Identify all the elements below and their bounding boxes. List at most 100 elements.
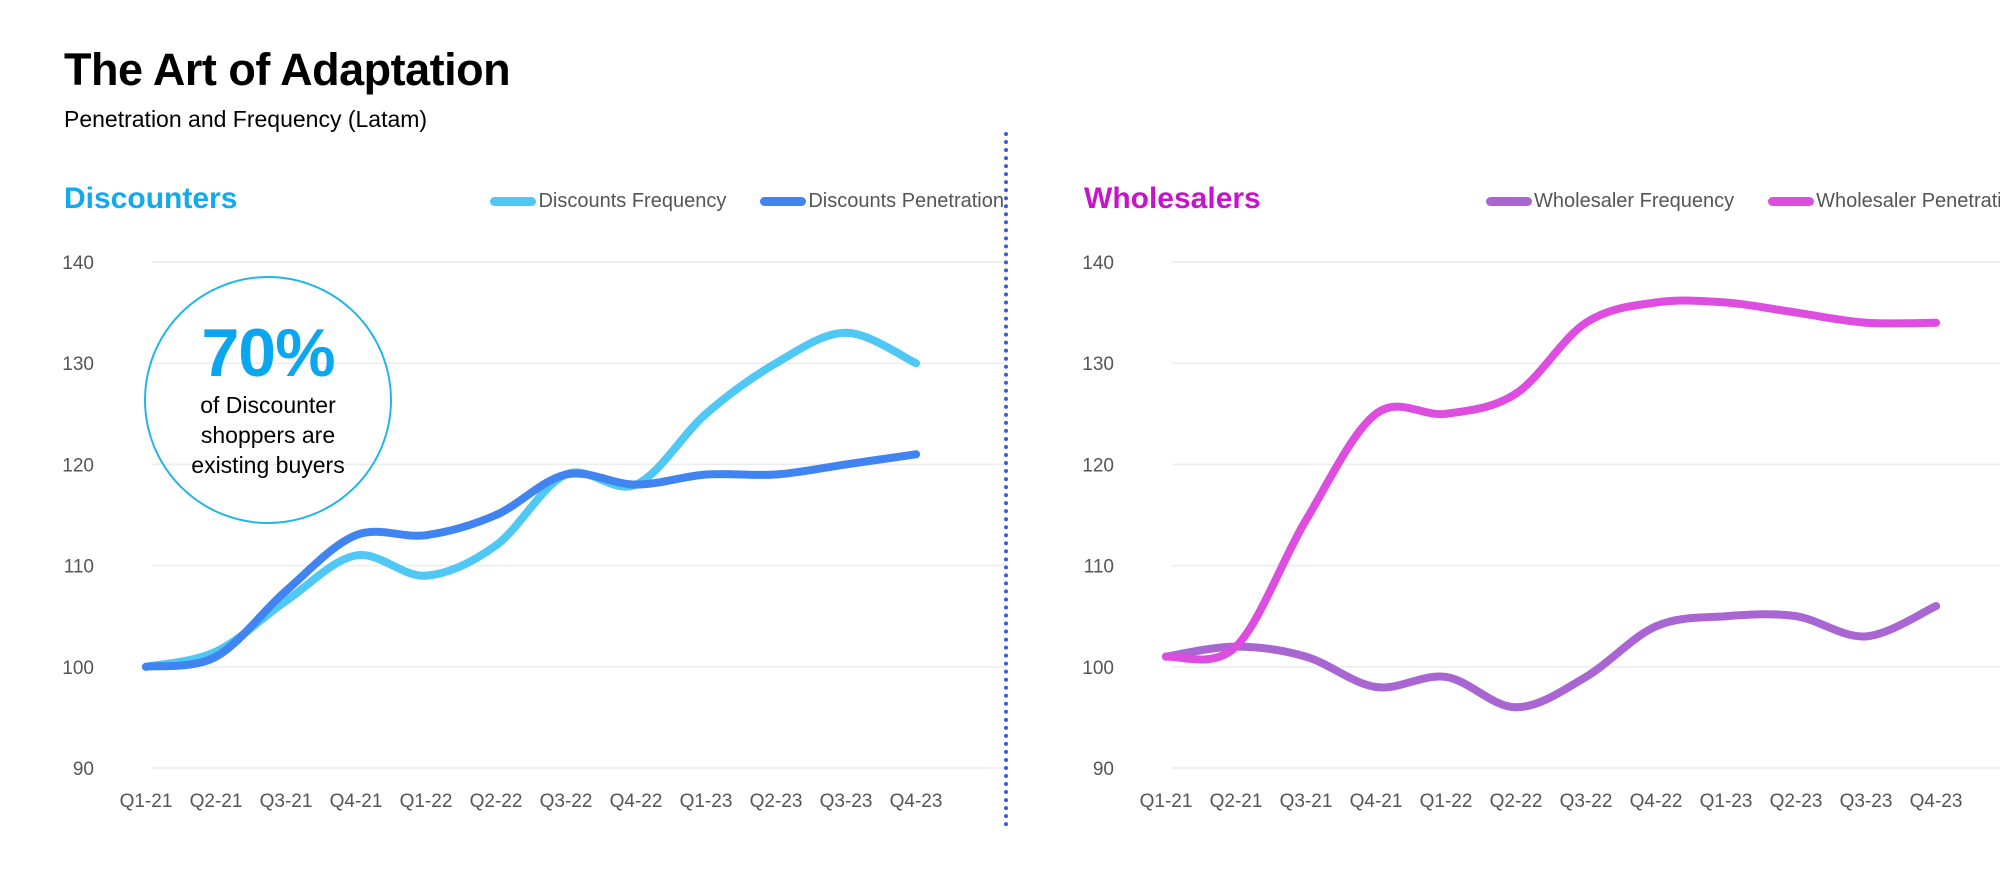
discounters-x-tick-label: Q1-23 — [680, 791, 733, 812]
wholesalers-x-tick-label: Q4-22 — [1630, 791, 1683, 812]
data-point-wholesaler-penetration — [1232, 642, 1240, 651]
data-point-wholesaler-penetration — [1792, 308, 1800, 317]
wholesalers-x-tick-label: Q3-21 — [1280, 791, 1333, 812]
wholesalers-y-tick-label: 140 — [1082, 253, 1114, 274]
legend-label-discounts-penetration: Discounts Penetration — [808, 190, 1004, 212]
data-point-discounts-frequency — [492, 541, 500, 550]
discounters-x-tick-label: Q4-21 — [330, 791, 383, 812]
discounters-x-tick-label: Q2-21 — [190, 791, 243, 812]
data-point-wholesaler-penetration — [1372, 409, 1380, 418]
wholesalers-x-tick-label: Q2-21 — [1210, 791, 1263, 812]
data-point-wholesaler-penetration — [1302, 516, 1310, 525]
wholesalers-x-tick-label: Q4-21 — [1350, 791, 1403, 812]
data-point-wholesaler-frequency — [1862, 632, 1870, 641]
data-point-wholesaler-frequency — [1792, 612, 1800, 621]
data-point-wholesaler-penetration — [1652, 298, 1660, 307]
wholesalers-title: Wholesalers — [1084, 182, 1261, 215]
wholesalers-y-tick-label: 120 — [1082, 455, 1114, 476]
series-line-wholesaler-frequency — [1162, 602, 1940, 712]
discounters-y-tick-label: 140 — [62, 253, 94, 274]
data-point-discounts-frequency — [912, 359, 920, 368]
data-point-wholesaler-penetration — [1512, 389, 1520, 398]
stat-callout-text: of Discounter shoppers are existing buye… — [191, 392, 345, 478]
data-point-wholesaler-frequency — [1932, 602, 1940, 611]
legend-swatch-wholesaler-penetration — [1768, 197, 1815, 206]
series-line-wholesaler-penetration — [1162, 296, 1940, 664]
data-point-discounts-penetration — [702, 470, 710, 479]
discounters-y-tick-label: 90 — [73, 759, 94, 780]
panel-divider — [1004, 132, 1008, 827]
data-point-discounts-penetration — [352, 531, 360, 540]
wholesalers-x-tick-label: Q2-23 — [1770, 791, 1823, 812]
discounters-panel: 90 100 110 120 130 140 Q1-21 Q2-21 Q3-21 Q4-21 Q1-… — [62, 178, 1004, 818]
legend-label-wholesaler-penetration: Wholesaler Penetration — [1816, 190, 2000, 212]
wholesalers-x-tick-label: Q3-22 — [1560, 791, 1613, 812]
data-point-wholesaler-penetration — [1932, 318, 1940, 327]
discounters-x-tick-label: Q4-22 — [610, 791, 663, 812]
data-point-discounts-penetration — [282, 586, 290, 595]
legend-item-discounts-penetration: Discounts Penetration — [760, 190, 1004, 213]
data-point-wholesaler-frequency — [1302, 652, 1310, 661]
wholesalers-y-tick-label: 110 — [1084, 557, 1114, 578]
discounters-x-tick-label: Q1-21 — [120, 791, 173, 812]
discounters-x-tick-label: Q3-21 — [260, 791, 313, 812]
discounters-x-tick-label: Q4-23 — [890, 791, 943, 812]
wholesalers-x-tick-label: Q2-22 — [1490, 791, 1543, 812]
data-point-wholesaler-penetration — [1582, 318, 1590, 327]
data-point-discounts-frequency — [702, 409, 710, 418]
data-point-wholesaler-frequency — [1512, 703, 1520, 712]
wholesalers-y-axis: 90 100 110 120 130 140 — [1082, 253, 1114, 780]
wholesalers-x-tick-label: Q1-23 — [1700, 791, 1753, 812]
wholesalers-x-tick-label: Q3-23 — [1840, 791, 1893, 812]
data-point-discounts-penetration — [212, 652, 220, 661]
data-point-discounts-penetration — [492, 511, 500, 519]
wholesalers-panel: 90 100 110 120 130 140 Q1-21 Q2-21 Q3-21 Q4-21 Q1-… — [1082, 178, 2000, 818]
page-subtitle: Penetration and Frequency (Latam) — [64, 106, 428, 132]
discounters-x-tick-label: Q3-23 — [820, 791, 873, 812]
discounters-x-tick-label: Q3-22 — [540, 791, 593, 812]
discounters-title: Discounters — [64, 182, 238, 215]
data-point-discounts-penetration — [562, 470, 570, 479]
data-point-discounts-frequency — [772, 359, 780, 368]
discounters-x-tick-label: Q1-22 — [400, 791, 453, 812]
wholesalers-x-tick-label: Q1-22 — [1420, 791, 1473, 812]
data-point-discounts-frequency — [422, 571, 430, 580]
discounters-legend: Discounts Frequency Discounts Penetratio… — [456, 190, 1004, 213]
legend-swatch-discounts-penetration — [760, 197, 807, 206]
data-point-wholesaler-frequency — [1722, 612, 1730, 621]
discounters-x-axis: Q1-21 Q2-21 Q3-21 Q4-21 Q1-22 Q2-22 Q3-22 Q4-22… — [120, 791, 943, 812]
series-points-discounts-penetration — [142, 450, 920, 671]
discounters-y-tick-label: 110 — [64, 557, 94, 578]
data-point-discounts-penetration — [772, 470, 780, 479]
wholesalers-y-tick-label: 130 — [1082, 354, 1114, 375]
discounters-x-tick-label: Q2-22 — [470, 791, 523, 812]
legend-label-wholesaler-frequency: Wholesaler Frequency — [1534, 190, 1735, 212]
data-point-discounts-frequency — [282, 597, 290, 606]
data-point-wholesaler-penetration — [1722, 298, 1730, 307]
wholesalers-y-tick-label: 100 — [1082, 658, 1114, 679]
data-point-wholesaler-penetration — [1162, 652, 1170, 661]
discounters-y-tick-label: 130 — [62, 354, 94, 375]
data-point-wholesaler-penetration — [1442, 409, 1450, 418]
wholesalers-y-tick-label: 90 — [1093, 759, 1114, 780]
wholesalers-gridlines — [1172, 261, 2000, 769]
data-point-discounts-frequency — [352, 551, 360, 560]
data-point-wholesaler-frequency — [1372, 683, 1380, 692]
legend-swatch-wholesaler-frequency — [1486, 197, 1533, 206]
discounters-y-axis: 90 100 110 120 130 140 — [62, 253, 94, 780]
wholesalers-x-tick-label: Q4-23 — [1910, 791, 1963, 812]
data-point-discounts-frequency — [842, 328, 850, 337]
discounters-x-tick-label: Q2-23 — [750, 791, 803, 812]
data-point-wholesaler-frequency — [1652, 622, 1660, 631]
legend-item-discounts-frequency: Discounts Frequency — [490, 190, 726, 213]
data-point-discounts-penetration — [142, 662, 150, 671]
discounters-y-tick-label: 120 — [62, 455, 94, 476]
data-point-wholesaler-frequency — [1442, 672, 1450, 681]
data-point-wholesaler-penetration — [1862, 318, 1870, 327]
legend-item-wholesaler-frequency: Wholesaler Frequency — [1486, 190, 1734, 213]
series-points-wholesaler-penetration — [1162, 298, 1940, 661]
data-point-discounts-penetration — [912, 450, 920, 459]
wholesalers-x-axis: Q1-21 Q2-21 Q3-21 Q4-21 Q1-22 Q2-22 Q3-22 Q4-22… — [1140, 791, 1963, 812]
